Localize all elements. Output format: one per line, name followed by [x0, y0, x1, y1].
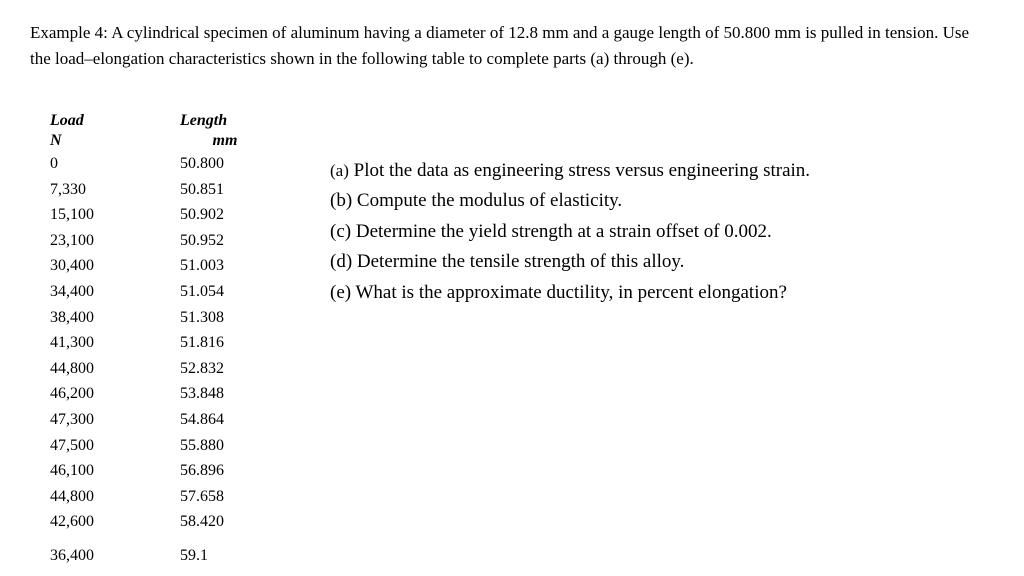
table-row: 36,40059.1: [50, 535, 270, 569]
unit-length: mm: [180, 131, 270, 151]
table-body: 050.8007,33050.85115,10050.90223,10050.9…: [50, 151, 270, 569]
cell-length: 51.816: [180, 330, 270, 356]
cell-length: 55.880: [180, 433, 270, 459]
table-row: 42,60058.420: [50, 509, 270, 535]
cell-load: 38,400: [50, 305, 180, 331]
problem-statement: Example 4: A cylindrical specimen of alu…: [30, 20, 994, 71]
data-table-container: Load Length N mm 050.8007,33050.85115,10…: [30, 111, 270, 569]
cell-load: 15,100: [50, 202, 180, 228]
content-area: Load Length N mm 050.8007,33050.85115,10…: [30, 111, 994, 569]
cell-load: 0: [50, 151, 180, 177]
cell-load: 23,100: [50, 228, 180, 254]
cell-length: 58.420: [180, 509, 270, 535]
unit-load: N: [50, 131, 180, 151]
table-row: 30,40051.003: [50, 253, 270, 279]
cell-load: 36,400: [50, 535, 180, 569]
cell-length: 59.1: [180, 535, 270, 569]
cell-load: 42,600: [50, 509, 180, 535]
cell-length: 50.902: [180, 202, 270, 228]
cell-length: 51.054: [180, 279, 270, 305]
part-label-e: (e): [330, 282, 351, 303]
table-row: 7,33050.851: [50, 177, 270, 203]
table-header-row: Load Length: [50, 111, 270, 131]
cell-length: 57.658: [180, 484, 270, 510]
cell-load: 30,400: [50, 253, 180, 279]
table-row: 46,10056.896: [50, 458, 270, 484]
table-row: 44,80057.658: [50, 484, 270, 510]
cell-load: 7,330: [50, 177, 180, 203]
question-text-e: What is the approximate ductility, in pe…: [351, 282, 787, 303]
cell-length: 50.851: [180, 177, 270, 203]
table-row: 47,50055.880: [50, 433, 270, 459]
question-c: (c) Determine the yield strength at a st…: [330, 217, 810, 247]
header-length: Length: [180, 111, 270, 131]
cell-length: 53.848: [180, 381, 270, 407]
cell-load: 34,400: [50, 279, 180, 305]
table-row: 44,80052.832: [50, 356, 270, 382]
table-row: 47,30054.864: [50, 407, 270, 433]
cell-length: 50.952: [180, 228, 270, 254]
cell-length: 51.003: [180, 253, 270, 279]
cell-load: 47,300: [50, 407, 180, 433]
data-table: Load Length N mm 050.8007,33050.85115,10…: [50, 111, 270, 569]
question-text-a: Plot the data as engineering stress vers…: [349, 160, 810, 181]
table-row: 41,30051.816: [50, 330, 270, 356]
cell-length: 52.832: [180, 356, 270, 382]
cell-load: 41,300: [50, 330, 180, 356]
part-label-b: (b): [330, 190, 352, 211]
questions-list: (a) Plot the data as engineering stress …: [330, 111, 810, 569]
question-text-c: Determine the yield strength at a strain…: [351, 221, 772, 242]
cell-load: 47,500: [50, 433, 180, 459]
question-e: (e) What is the approximate ductility, i…: [330, 278, 810, 308]
table-row: 46,20053.848: [50, 381, 270, 407]
table-row: 38,40051.308: [50, 305, 270, 331]
cell-length: 51.308: [180, 305, 270, 331]
cell-load: 46,200: [50, 381, 180, 407]
cell-load: 46,100: [50, 458, 180, 484]
question-b: (b) Compute the modulus of elasticity.: [330, 186, 810, 216]
question-a: (a) Plot the data as engineering stress …: [330, 156, 810, 186]
table-row: 15,10050.902: [50, 202, 270, 228]
table-row: 34,40051.054: [50, 279, 270, 305]
part-label-c: (c): [330, 221, 351, 242]
question-d: (d) Determine the tensile strength of th…: [330, 247, 810, 277]
table-unit-row: N mm: [50, 131, 270, 151]
header-load: Load: [50, 111, 180, 131]
cell-load: 44,800: [50, 484, 180, 510]
question-text-d: Determine the tensile strength of this a…: [352, 251, 684, 272]
table-row: 23,10050.952: [50, 228, 270, 254]
cell-load: 44,800: [50, 356, 180, 382]
cell-length: 50.800: [180, 151, 270, 177]
part-label-a: (a): [330, 161, 349, 180]
cell-length: 56.896: [180, 458, 270, 484]
part-label-d: (d): [330, 251, 352, 272]
question-text-b: Compute the modulus of elasticity.: [352, 190, 622, 211]
table-row: 050.800: [50, 151, 270, 177]
cell-length: 54.864: [180, 407, 270, 433]
